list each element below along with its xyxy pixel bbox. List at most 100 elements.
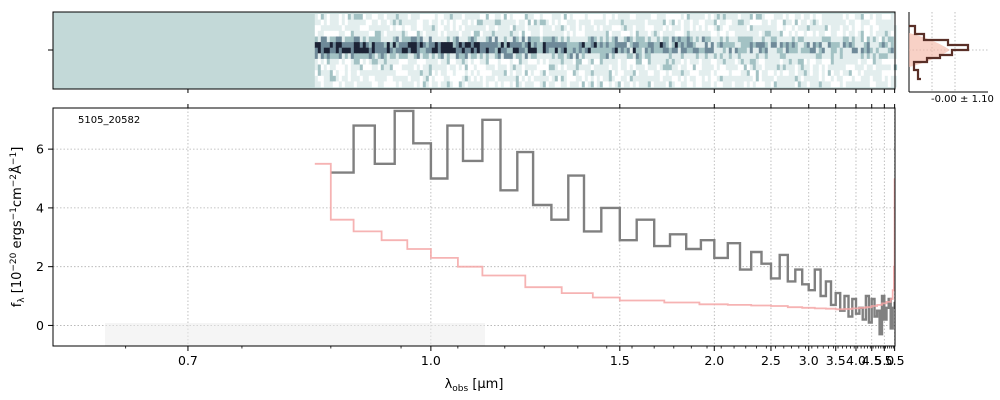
spectrum-2d-pixel (356, 36, 361, 43)
spectrum-2d-pixel (839, 47, 844, 54)
spectrum-2d-pixel (668, 47, 673, 54)
spectrum-2d-pixel (584, 64, 589, 71)
spectrum-2d-pixel (518, 70, 523, 77)
spectrum-2d-pixel (677, 30, 682, 37)
spectrum-2d-pixel (374, 70, 379, 77)
spectrum-2d-pixel (761, 75, 766, 82)
spectrum-2d-pixel (476, 19, 481, 26)
spectrum-2d-pixel (440, 42, 445, 49)
spectrum-2d-pixel (665, 53, 670, 60)
spectrum-2d-pixel (806, 42, 811, 49)
spectrum-2d-pixel (833, 19, 838, 26)
spectrum-2d-pixel (482, 81, 487, 88)
spectrum-2d-pixel (335, 70, 340, 77)
spectrum-2d-pixel (431, 70, 436, 77)
spectrum-2d-pixel (509, 70, 514, 77)
spectrum-2d-pixel (863, 42, 868, 49)
spectrum-2d-pixel (818, 81, 823, 88)
spectrum-2d-pixel (659, 64, 664, 71)
spectrum-2d-pixel (794, 81, 799, 88)
spectrum-2d-pixel (359, 14, 364, 20)
spectrum-2d-pixel (506, 64, 511, 71)
spectrum-2d-pixel (503, 81, 508, 88)
spectrum-2d-pixel (359, 47, 364, 54)
spectrum-2d-pixel (404, 42, 409, 49)
spectrum-2d-pixel (881, 75, 886, 82)
spectrum-2d-pixel (410, 19, 415, 26)
spectrum-2d-pixel (449, 30, 454, 37)
spectrum-2d-pixel (629, 14, 634, 20)
spectrum-2d-pixel (563, 75, 568, 82)
spectrum-2d-pixel (530, 19, 535, 26)
spectrum-2d-pixel (593, 25, 598, 32)
spectrum-2d-pixel (401, 25, 406, 32)
spectrum-2d-pixel (641, 42, 646, 49)
spectrum-2d-pixel (509, 58, 514, 65)
spectrum-2d-pixel (338, 14, 343, 20)
spectrum-2d-pixel (515, 75, 520, 82)
spectrum-2d-pixel (710, 53, 715, 60)
spectrum-2d-pixel (368, 64, 373, 71)
spectrum-2d-pixel (701, 30, 706, 37)
spectrum-2d-pixel (515, 64, 520, 71)
spectrum-2d-pixel (587, 58, 592, 65)
spectrum-2d-pixel (404, 19, 409, 26)
series-layer (314, 109, 895, 336)
spectrum-2d-pixel (461, 70, 466, 77)
spectrum-2d-pixel (881, 53, 886, 60)
spectrum-2d-pixel (602, 58, 607, 65)
spectrum-2d-pixel (482, 53, 487, 60)
spectrum-2d-pixel (767, 70, 772, 77)
spectrum-2d-pixel (770, 75, 775, 82)
spectrum-2d-pixel (860, 81, 865, 88)
spectrum-2d-pixel (419, 70, 424, 77)
spectrum-2d-pixel (440, 75, 445, 82)
spectrum-2d-pixel (497, 53, 502, 60)
spectrum-2d-pixel (728, 19, 733, 26)
spectrum-2d-pixel (839, 64, 844, 71)
spectrum-2d-pixel (473, 14, 478, 20)
spectrum-2d-pixel (608, 81, 613, 88)
spectrum-2d-pixel (371, 75, 376, 82)
spectrum-2d-pixel (731, 19, 736, 26)
spectrum-2d-pixel (458, 75, 463, 82)
spectrum-2d-pixel (656, 36, 661, 43)
spectrum-2d-pixel (518, 47, 523, 54)
spectrum-2d-pixel (659, 70, 664, 77)
spectrum-2d-pixel (803, 30, 808, 37)
spectrum-2d-pixel (851, 25, 856, 32)
spectrum-2d-pixel (716, 47, 721, 54)
spectrum-2d-pixel (497, 75, 502, 82)
spectrum-2d-pixel (401, 19, 406, 26)
spectrum-2d-pixel (473, 42, 478, 49)
spectrum-2d-pixel (608, 25, 613, 32)
spectrum-2d-pixel (404, 30, 409, 37)
spectrum-2d-pixel (419, 47, 424, 54)
spectrum-2d-pixel (743, 36, 748, 43)
spectrum-2d-pixel (485, 42, 490, 49)
spectrum-2d-pixel (665, 19, 670, 26)
spectrum-2d-pixel (704, 58, 709, 65)
spectrum-2d-pixel (464, 70, 469, 77)
spectrum-2d-pixel (317, 64, 322, 71)
spectrum-2d-pixel (818, 25, 823, 32)
spectrum-2d-pixel (647, 14, 652, 20)
spectrum-2d-pixel (668, 53, 673, 60)
spectrum-2d-pixel (878, 19, 883, 26)
spectrum-2d-pixel (845, 58, 850, 65)
spectrum-2d-pixel (629, 70, 634, 77)
spectrum-2d-pixel (848, 64, 853, 71)
spectrum-2d-pixel (680, 30, 685, 37)
spectrum-2d-pixel (692, 25, 697, 32)
spectrum-2d-pixel (710, 75, 715, 82)
spectrum-2d-pixel (611, 64, 616, 71)
spectrum-2d-pixel (455, 36, 460, 43)
spectrum-2d-pixel (773, 58, 778, 65)
spectrum-2d-pixel (797, 58, 802, 65)
spectrum-2d-pixel (818, 36, 823, 43)
spectrum-2d-pixel (755, 58, 760, 65)
spectrum-2d-pixel (755, 30, 760, 37)
spectrum-2d-pixel (422, 42, 427, 49)
spectrum-2d-pixel (389, 64, 394, 71)
spectrum-2d-pixel (548, 19, 553, 26)
